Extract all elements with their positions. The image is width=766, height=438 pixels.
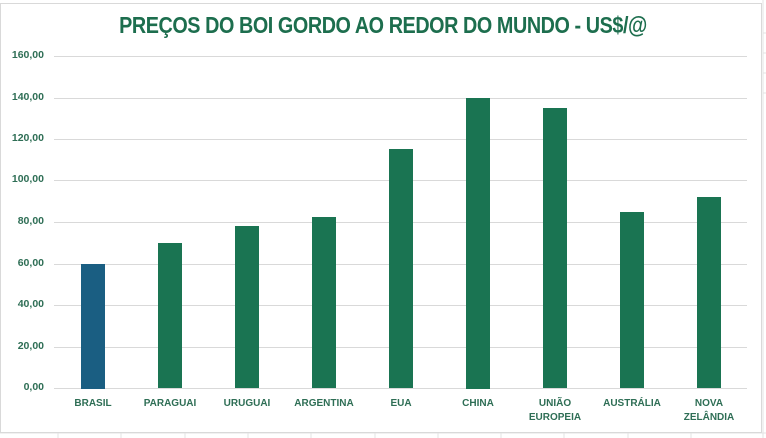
x-tick-label-line: ARGENTINA [294, 398, 354, 409]
y-tick-label: 120,00 [11, 132, 44, 144]
x-tick-label: EUA [363, 397, 439, 411]
x-tick-label-line: EUA [390, 398, 412, 409]
x-tick-label: PARAGUAI [132, 397, 208, 411]
x-tick-label: CHINA [440, 397, 516, 411]
x-tick-label-line: AUSTRÁLIA [603, 398, 661, 409]
bar-uruguai[interactable] [235, 226, 259, 388]
y-tick-label: 100,00 [11, 173, 44, 185]
bar-china[interactable] [466, 98, 490, 389]
x-tick-label: NOVA ZELÂNDIA [671, 397, 747, 425]
x-tick-label-line: ZELÂNDIA [683, 412, 735, 423]
y-tick-label: 80,00 [17, 215, 44, 227]
x-tick-label-line: URUGUAI [223, 398, 271, 409]
gridline [54, 388, 747, 389]
y-tick-label: 160,00 [11, 49, 44, 61]
x-tick-label: URUGUAI [209, 397, 285, 411]
bar-nova-zelândia[interactable] [697, 197, 721, 388]
y-tick-label: 40,00 [17, 298, 44, 310]
chart-title: PREÇOS DO BOI GORDO AO REDOR DO MUNDO - … [119, 12, 647, 38]
x-tick-label-line: UNIÃO [538, 398, 572, 409]
bar-eua[interactable] [389, 149, 413, 388]
x-tick-label-line: CHINA [462, 398, 494, 409]
chart-area[interactable] [0, 3, 762, 433]
bar-paraguai[interactable] [158, 243, 182, 388]
y-tick-label: 60,00 [17, 257, 44, 269]
gridline [54, 98, 747, 99]
y-tick-label: 0,00 [23, 381, 44, 393]
gridline [54, 56, 747, 57]
y-tick-label: 140,00 [11, 91, 44, 103]
x-tick-label-line: NOVA [694, 398, 724, 409]
x-tick-label-line: BRASIL [74, 398, 112, 409]
gridline [54, 139, 747, 140]
bar-união-europeia[interactable] [543, 108, 567, 388]
x-tick-label: UNIÃO EUROPEIA [517, 397, 593, 425]
bar-brasil[interactable] [81, 264, 105, 389]
x-tick-label: AUSTRÁLIA [594, 397, 670, 411]
x-tick-label-line: PARAGUAI [143, 398, 197, 409]
bar-austrália[interactable] [620, 212, 644, 388]
x-tick-label: ARGENTINA [286, 397, 362, 411]
y-tick-label: 20,00 [17, 340, 44, 352]
x-tick-label-line: EUROPEIA [528, 412, 582, 423]
bar-argentina[interactable] [312, 217, 336, 388]
x-tick-label: BRASIL [55, 397, 131, 411]
